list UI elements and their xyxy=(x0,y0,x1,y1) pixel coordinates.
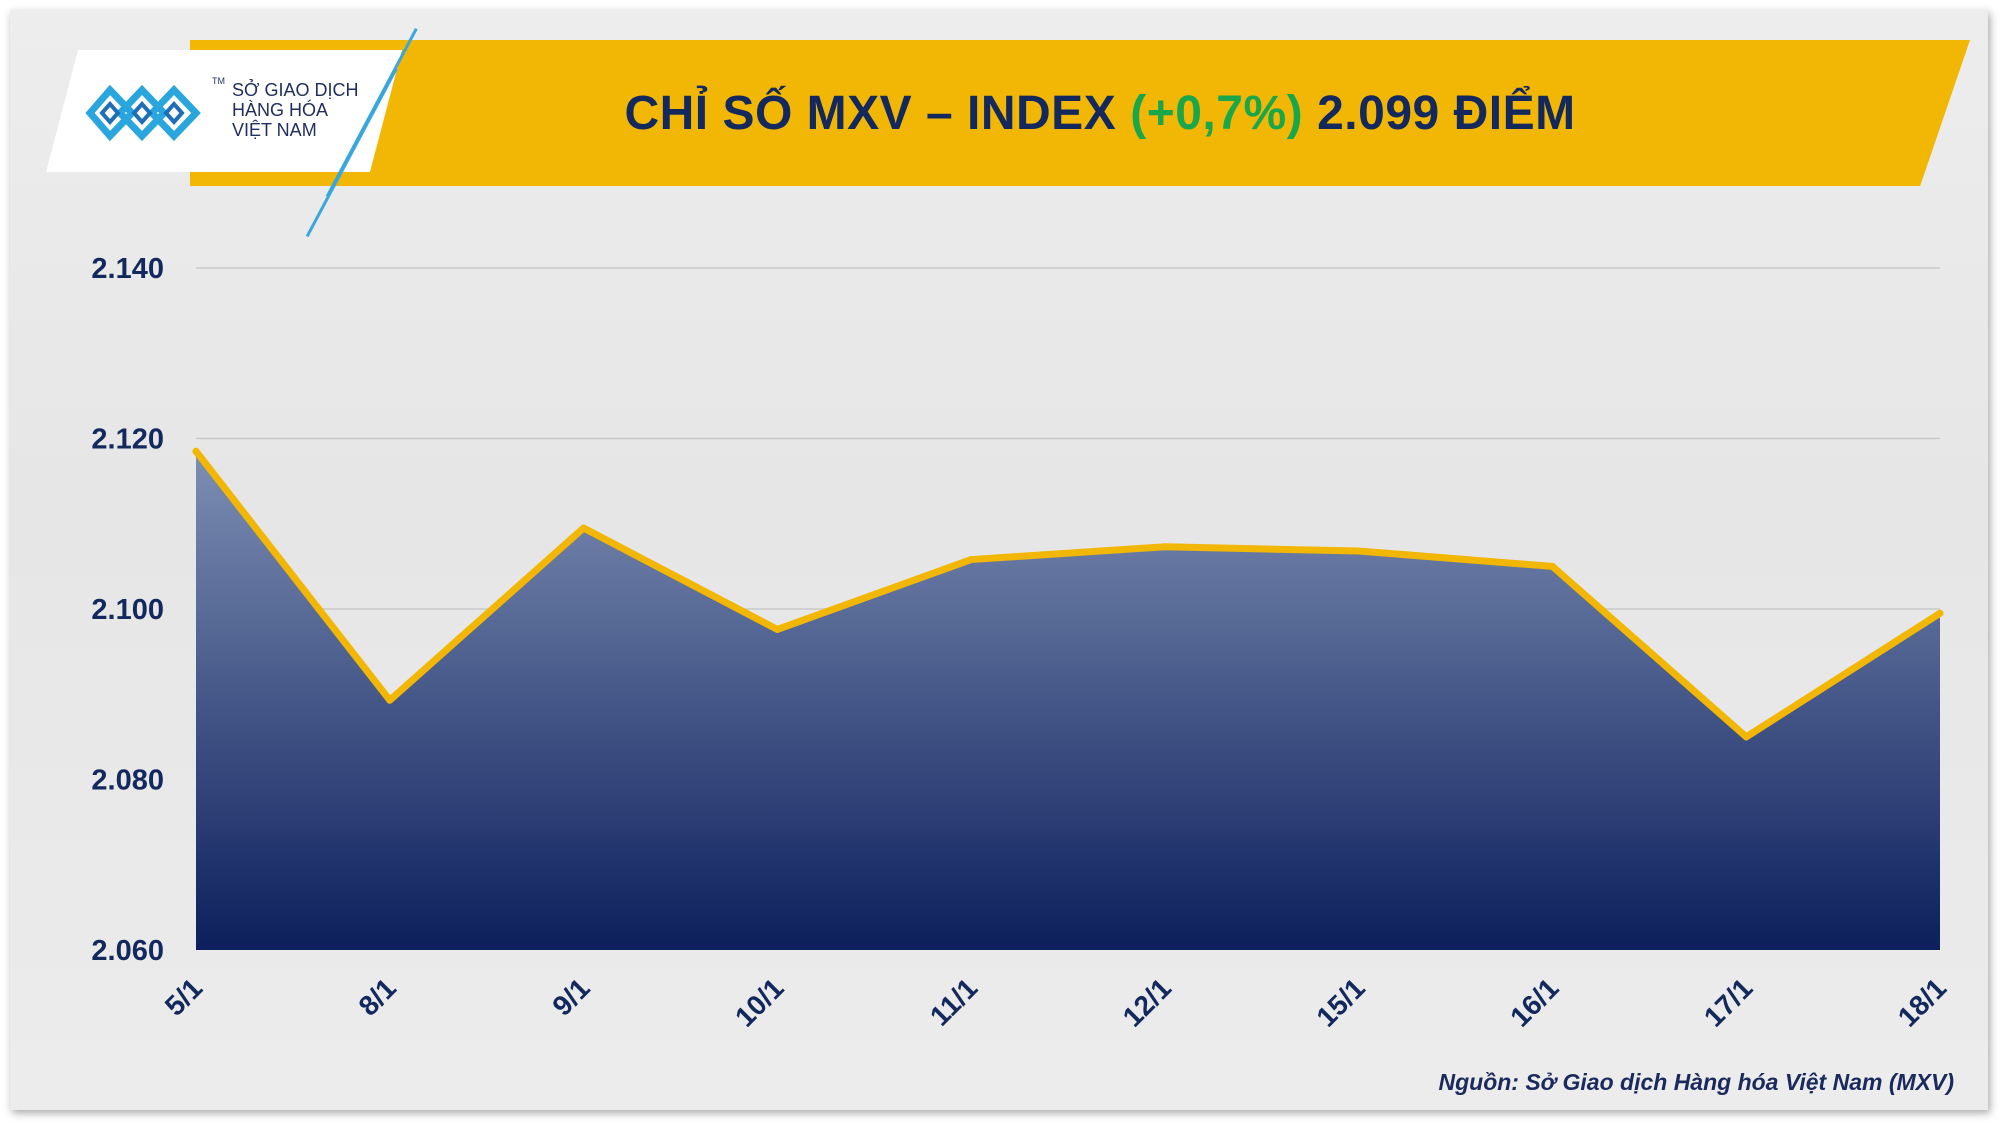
y-tick-label: 2.060 xyxy=(91,935,164,967)
data-point-18/1 xyxy=(1936,609,1944,617)
x-tick-label: 8/1 xyxy=(353,972,402,1021)
data-point-16/1 xyxy=(1548,562,1556,570)
x-tick-label: 18/1 xyxy=(1892,972,1952,1032)
x-axis: 5/1 8/1 9/1 10/1 11/1 12/1 15/1 16/1 17/1 18/1 xyxy=(159,972,1952,1032)
logo-text: SỞ GIAO DỊCH HÀNG HÓA VIỆT NAM xyxy=(232,80,382,140)
data-point-12/1 xyxy=(1161,543,1169,551)
data-point-8/1 xyxy=(386,696,394,704)
y-tick-label: 2.100 xyxy=(91,594,164,626)
source-note: Nguồn: Sở Giao dịch Hàng hóa Việt Nam (M… xyxy=(1438,1069,1954,1095)
x-tick-label: 11/1 xyxy=(924,972,983,1031)
title-change: (+0,7%) xyxy=(1130,86,1304,140)
logo-line-3: VIỆT NAM xyxy=(232,120,317,140)
title-main: CHỈ SỐ MXV – INDEX xyxy=(624,86,1117,140)
x-tick-label: 10/1 xyxy=(729,972,789,1032)
y-axis: 2.140 2.120 2.100 2.080 2.060 xyxy=(91,253,164,967)
logo-tm: TM xyxy=(212,76,225,86)
logo-line-2: HÀNG HÓA xyxy=(232,100,329,120)
x-tick-label: 15/1 xyxy=(1310,972,1370,1032)
data-point-15/1 xyxy=(1355,547,1363,555)
area-series xyxy=(192,447,1944,950)
mxv-logo-icon xyxy=(85,84,201,142)
data-point-5/1 xyxy=(192,447,200,455)
logo-line-1: SỞ GIAO DỊCH xyxy=(232,80,359,100)
series-line xyxy=(192,447,1944,741)
chart-title: CHỈ SỐ MXV – INDEX (+0,7%) 2.099 ĐIỂM xyxy=(390,40,1810,186)
y-tick-label: 2.140 xyxy=(91,253,164,285)
x-tick-label: 17/1 xyxy=(1698,972,1758,1032)
x-tick-label: 12/1 xyxy=(1117,972,1177,1032)
title-banner xyxy=(190,40,1970,186)
data-point-11/1 xyxy=(967,556,975,564)
title-value: 2.099 ĐIỂM xyxy=(1317,86,1576,140)
data-point-9/1 xyxy=(580,524,588,532)
data-point-17/1 xyxy=(1742,733,1750,741)
y-tick-label: 2.120 xyxy=(91,424,164,456)
area-fill xyxy=(196,451,1940,950)
x-tick-label: 16/1 xyxy=(1504,972,1564,1032)
y-tick-label: 2.080 xyxy=(91,765,164,797)
x-tick-label: 5/1 xyxy=(159,972,208,1021)
data-point-10/1 xyxy=(773,625,781,633)
x-tick-label: 9/1 xyxy=(546,972,595,1021)
